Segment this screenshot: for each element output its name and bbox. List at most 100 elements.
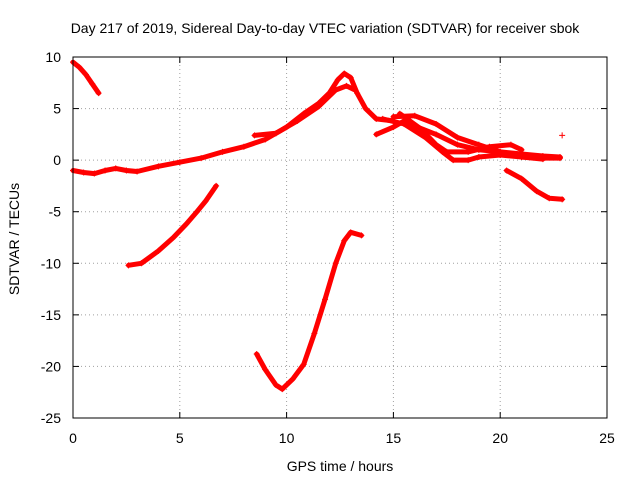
data-point xyxy=(80,169,87,176)
data-point xyxy=(176,159,183,166)
x-tick-label: 5 xyxy=(176,430,184,446)
y-tick-label: -10 xyxy=(41,255,61,271)
data-point xyxy=(433,141,440,148)
data-point xyxy=(155,163,162,170)
series-line xyxy=(380,116,546,163)
data-point xyxy=(322,296,329,303)
data-point xyxy=(559,132,566,139)
data-point xyxy=(518,154,525,161)
series-line xyxy=(254,229,364,392)
data-point xyxy=(546,195,553,202)
series-arc-right-point xyxy=(559,132,566,139)
data-point xyxy=(112,165,119,172)
data-point xyxy=(401,121,408,128)
data-point xyxy=(454,134,461,141)
data-point xyxy=(486,143,493,150)
y-axis-label: SDTVAR / TECUs xyxy=(6,183,22,295)
data-point xyxy=(134,168,141,175)
data-point xyxy=(262,366,269,373)
data-point xyxy=(311,330,318,337)
data-point xyxy=(272,381,279,388)
data-point xyxy=(396,110,403,117)
x-axis-tick-labels: 0 5 10 15 20 25 xyxy=(69,430,615,446)
data-point xyxy=(272,130,279,137)
chart-title: Day 217 of 2019, Sidereal Day-to-day VTE… xyxy=(71,20,581,36)
data-point xyxy=(341,237,348,244)
data-point xyxy=(533,188,540,195)
data-point xyxy=(82,71,89,78)
axis-ticks xyxy=(72,56,608,419)
data-point xyxy=(102,167,109,174)
data-point xyxy=(475,154,482,161)
data-point xyxy=(315,103,322,110)
data-point xyxy=(193,208,200,215)
data-point xyxy=(518,175,525,182)
data-point xyxy=(379,115,386,122)
data-point xyxy=(507,141,514,148)
plot-frame xyxy=(72,56,608,419)
x-tick-label: 20 xyxy=(492,430,508,446)
x-tick-label: 0 xyxy=(69,430,77,446)
x-tick-label: 25 xyxy=(599,430,615,446)
data-point xyxy=(95,90,102,97)
data-point xyxy=(418,126,425,133)
series-arc-deep xyxy=(253,229,365,393)
data-point xyxy=(213,182,220,189)
data-point xyxy=(351,87,358,94)
data-point xyxy=(411,112,418,119)
series-line xyxy=(126,183,219,268)
data-point xyxy=(219,148,226,155)
data-point xyxy=(251,132,258,139)
series-line xyxy=(504,168,565,202)
data-point xyxy=(559,196,566,203)
data-point xyxy=(373,115,380,122)
y-tick-label: 10 xyxy=(45,49,61,65)
y-tick-label: -25 xyxy=(41,410,61,426)
series-arc-mid-left xyxy=(125,182,220,269)
data-point xyxy=(433,121,440,128)
chart-grid xyxy=(73,57,607,418)
data-point xyxy=(279,386,286,393)
data-point xyxy=(332,260,339,267)
series-arc-right-d xyxy=(396,110,525,155)
data-point xyxy=(253,351,260,358)
data-point xyxy=(202,198,209,205)
data-point xyxy=(450,157,457,164)
data-point xyxy=(89,80,96,87)
data-point xyxy=(539,156,546,163)
y-tick-label: -20 xyxy=(41,358,61,374)
data-point xyxy=(300,361,307,368)
data-point xyxy=(443,148,450,155)
y-tick-label: 0 xyxy=(53,152,61,168)
series-line xyxy=(397,111,525,155)
data-point xyxy=(497,151,504,158)
data-point xyxy=(290,375,297,382)
data-point xyxy=(334,76,341,83)
data-point xyxy=(347,229,354,236)
data-point xyxy=(465,157,472,164)
data-point xyxy=(91,170,98,177)
data-point xyxy=(294,117,301,124)
y-axis-tick-labels: -25 -20 -15 -10 -5 0 5 10 xyxy=(41,49,61,426)
x-tick-label: 10 xyxy=(279,430,295,446)
data-point xyxy=(183,221,190,228)
data-point xyxy=(347,74,354,81)
data-point xyxy=(155,247,162,254)
data-point xyxy=(76,64,83,71)
series-arc-right-low xyxy=(503,167,566,203)
data-point xyxy=(373,131,380,138)
data-point xyxy=(362,105,369,112)
y-tick-label: -15 xyxy=(41,307,61,323)
data-point xyxy=(358,232,365,239)
data-point xyxy=(123,167,130,174)
data-point xyxy=(390,113,397,120)
plot-series xyxy=(70,59,566,393)
data-point xyxy=(433,131,440,138)
data-point xyxy=(138,260,145,267)
data-point xyxy=(170,234,177,241)
series-arc-top-left xyxy=(70,59,102,97)
y-tick-label: 5 xyxy=(53,101,61,117)
data-point xyxy=(475,141,482,148)
data-point xyxy=(503,167,510,174)
